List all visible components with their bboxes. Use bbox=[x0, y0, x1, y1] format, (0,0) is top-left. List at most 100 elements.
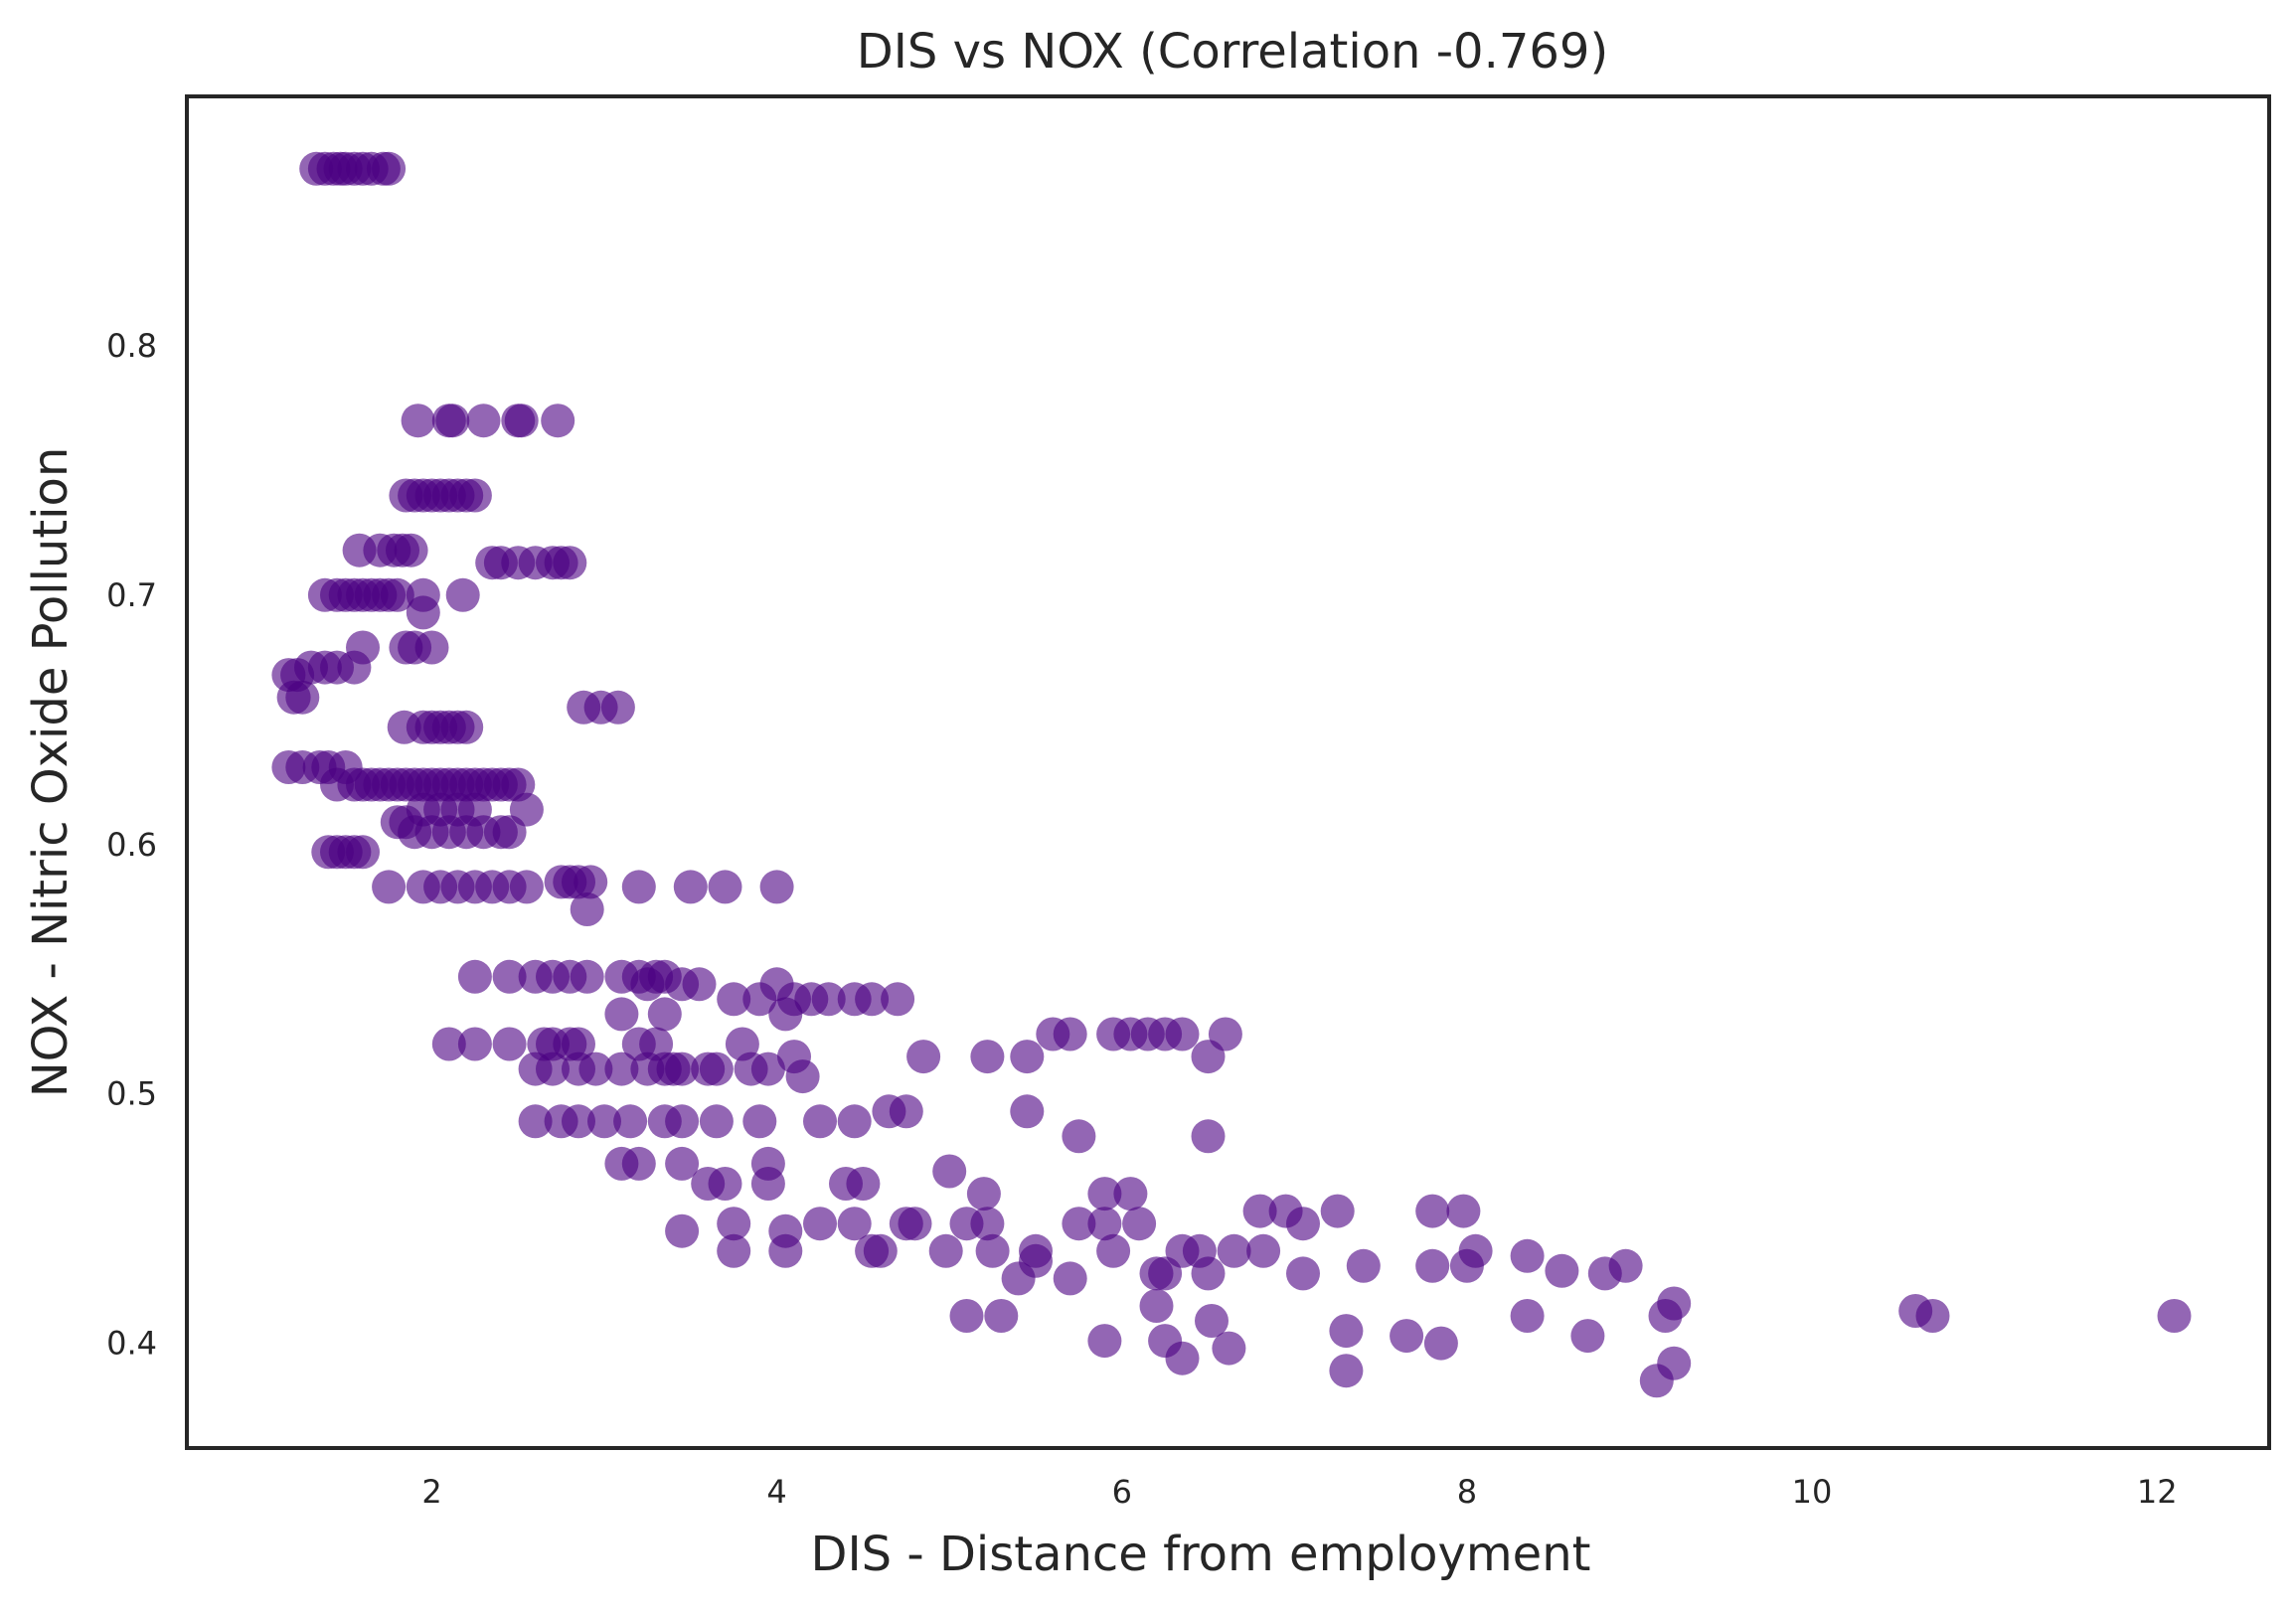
data-point bbox=[1139, 1289, 1174, 1323]
data-point bbox=[665, 1213, 700, 1248]
data-point bbox=[898, 1207, 932, 1241]
data-point bbox=[346, 630, 380, 665]
data-point bbox=[431, 1027, 466, 1061]
data-point bbox=[445, 577, 480, 612]
data-point bbox=[665, 1104, 700, 1139]
data-point bbox=[1415, 1248, 1450, 1283]
plot-frame bbox=[185, 94, 2271, 1450]
data-point bbox=[768, 1233, 803, 1268]
data-point bbox=[1657, 1346, 1692, 1380]
data-point bbox=[372, 151, 407, 186]
y-tick-label: 0.4 bbox=[106, 1325, 157, 1363]
data-point bbox=[1212, 1331, 1246, 1366]
data-point bbox=[435, 404, 470, 438]
data-point bbox=[621, 870, 656, 904]
data-point bbox=[1087, 1324, 1122, 1359]
data-point bbox=[1608, 1248, 1643, 1283]
data-point bbox=[613, 1104, 648, 1139]
data-point bbox=[1053, 1261, 1087, 1296]
data-point bbox=[570, 959, 604, 994]
y-tick-label: 0.6 bbox=[106, 826, 157, 864]
data-point bbox=[553, 546, 587, 580]
data-point bbox=[1053, 1017, 1087, 1051]
data-point bbox=[1087, 1207, 1122, 1241]
data-point bbox=[647, 997, 682, 1032]
data-point bbox=[285, 680, 320, 715]
data-point bbox=[966, 1177, 1001, 1211]
x-tick-label: 8 bbox=[1457, 1473, 1477, 1511]
data-point bbox=[708, 1167, 742, 1201]
data-point bbox=[1415, 1194, 1450, 1228]
data-point bbox=[401, 404, 435, 438]
data-point bbox=[1329, 1314, 1364, 1349]
y-axis-label: NOX - Nitric Oxide Pollution bbox=[23, 447, 79, 1098]
data-point bbox=[1346, 1248, 1381, 1283]
data-point bbox=[673, 870, 708, 904]
data-point bbox=[863, 1233, 898, 1268]
data-point bbox=[604, 1051, 639, 1086]
data-point bbox=[394, 533, 428, 567]
y-tick-label: 0.8 bbox=[106, 327, 157, 365]
data-point bbox=[518, 1104, 553, 1139]
data-point bbox=[1657, 1286, 1692, 1321]
x-tick-label: 10 bbox=[1792, 1473, 1833, 1511]
data-point bbox=[768, 997, 803, 1032]
data-point bbox=[1570, 1319, 1605, 1354]
data-point bbox=[717, 1207, 751, 1241]
data-point bbox=[1217, 1233, 1251, 1268]
data-point bbox=[587, 1104, 621, 1139]
data-point bbox=[1165, 1341, 1200, 1375]
data-point bbox=[1062, 1119, 1096, 1154]
data-point bbox=[881, 982, 915, 1017]
data-point bbox=[699, 1051, 734, 1086]
data-point bbox=[1062, 1207, 1096, 1241]
data-point bbox=[562, 1027, 595, 1061]
data-point bbox=[889, 1094, 923, 1129]
data-point bbox=[574, 865, 608, 899]
data-point bbox=[604, 997, 639, 1032]
data-points bbox=[271, 151, 2192, 1398]
data-point bbox=[1195, 1304, 1229, 1338]
data-point bbox=[837, 1207, 872, 1241]
data-point bbox=[466, 404, 501, 438]
data-point bbox=[984, 1299, 1019, 1333]
data-point bbox=[492, 815, 527, 850]
data-point bbox=[1191, 1119, 1226, 1154]
data-point bbox=[457, 1027, 492, 1061]
data-point bbox=[803, 1207, 837, 1241]
data-point bbox=[570, 892, 604, 926]
data-point bbox=[682, 967, 717, 1002]
data-point bbox=[1423, 1326, 1458, 1361]
x-tick-label: 4 bbox=[766, 1473, 786, 1511]
data-point bbox=[492, 959, 527, 994]
data-point bbox=[1320, 1194, 1355, 1228]
data-point bbox=[621, 1146, 656, 1181]
x-axis-label: DIS - Distance from employment bbox=[811, 1527, 1591, 1582]
data-point bbox=[457, 959, 492, 994]
data-point bbox=[380, 577, 414, 612]
data-point bbox=[1208, 1017, 1242, 1051]
data-point bbox=[414, 630, 449, 665]
data-point bbox=[1510, 1299, 1545, 1333]
data-point bbox=[1510, 1238, 1545, 1273]
data-point bbox=[346, 835, 380, 870]
data-point bbox=[785, 1059, 820, 1094]
data-point bbox=[1545, 1253, 1579, 1288]
data-point bbox=[536, 1051, 570, 1086]
x-tick-label: 12 bbox=[2137, 1473, 2178, 1511]
data-point bbox=[837, 1104, 872, 1139]
data-point bbox=[759, 870, 794, 904]
data-point bbox=[803, 1104, 837, 1139]
data-point bbox=[970, 1040, 1005, 1074]
data-point bbox=[1087, 1177, 1122, 1211]
data-point bbox=[928, 1233, 963, 1268]
data-point bbox=[742, 1104, 777, 1139]
data-point bbox=[509, 870, 544, 904]
data-point bbox=[906, 1040, 941, 1074]
x-tick-label: 6 bbox=[1112, 1473, 1132, 1511]
data-point bbox=[932, 1154, 967, 1189]
data-point bbox=[504, 404, 539, 438]
data-point bbox=[406, 595, 440, 630]
data-point bbox=[717, 1233, 751, 1268]
